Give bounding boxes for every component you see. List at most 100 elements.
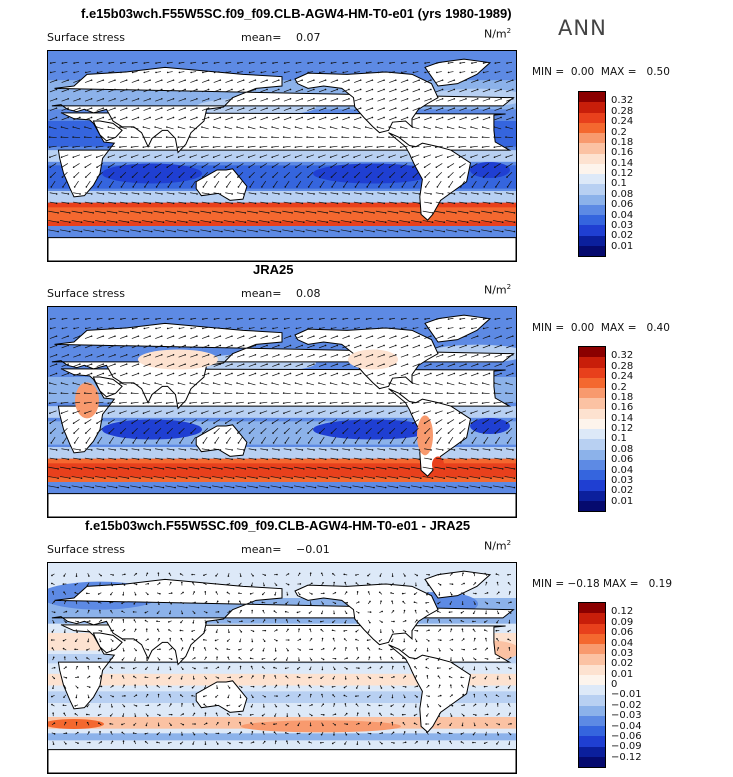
- wind-vector: [272, 171, 279, 178]
- wind-vector-head: [98, 705, 101, 708]
- wind-vector: [506, 410, 513, 414]
- wind-vector-head: [259, 146, 262, 148]
- wind-vector: [84, 335, 92, 339]
- wind-vector-head: [418, 449, 421, 451]
- wind-vector: [144, 327, 150, 329]
- wind-vector: [481, 485, 492, 488]
- wind-vector-head: [393, 620, 395, 623]
- wind-vector-head: [356, 647, 358, 649]
- wind-vector: [141, 220, 152, 223]
- wind-vector-head: [144, 740, 147, 743]
- wind-vector: [481, 210, 492, 214]
- wind-vector: [131, 201, 139, 204]
- wind-vector: [155, 419, 162, 424]
- wind-vector-head: [226, 648, 229, 650]
- wind-vector-head: [399, 392, 402, 394]
- wind-vector-head: [346, 668, 348, 670]
- wind-vector-head: [295, 422, 297, 424]
- wind-vector: [422, 210, 433, 214]
- wind-vector-head: [318, 382, 320, 384]
- wind-vector: [293, 220, 304, 223]
- wind-vector-head: [61, 71, 64, 74]
- wind-vector-head: [126, 202, 128, 205]
- wind-vector: [73, 457, 81, 460]
- wind-vector: [236, 410, 244, 414]
- wind-vector-head: [221, 230, 223, 233]
- wind-vector: [459, 79, 467, 83]
- wind-vector-head: [137, 344, 140, 347]
- wind-vector-head: [406, 107, 409, 109]
- wind-vector-head: [259, 382, 262, 384]
- wind-vector-head: [97, 186, 99, 188]
- wind-vector-head: [373, 477, 375, 480]
- wind-vector-head: [334, 724, 337, 726]
- wind-vector-head: [242, 335, 245, 337]
- wind-vector: [365, 354, 373, 358]
- wind-vector: [424, 145, 432, 148]
- wind-vector: [448, 180, 454, 188]
- wind-vector-head: [505, 156, 508, 158]
- wind-vector-head: [50, 186, 53, 188]
- wind-vector: [106, 229, 117, 232]
- wind-vector: [143, 457, 151, 460]
- wind-vector: [61, 89, 69, 93]
- wind-vector: [260, 354, 268, 358]
- wind-vector: [201, 79, 209, 83]
- wind-vector-head: [393, 676, 395, 678]
- wind-vector-head: [299, 694, 301, 696]
- colorbar-segment: [579, 112, 605, 123]
- wind-vector: [108, 126, 116, 130]
- wind-vector-head: [178, 62, 181, 64]
- wind-vector-head: [365, 62, 368, 64]
- wind-vector: [132, 61, 138, 64]
- wind-vector-head: [115, 486, 118, 489]
- wind-vector: [425, 436, 430, 444]
- wind-vector: [59, 476, 70, 479]
- wind-vector-head: [72, 126, 75, 128]
- wind-vector-head: [49, 327, 52, 330]
- wind-vector: [283, 79, 291, 83]
- wind-vector-head: [119, 402, 121, 404]
- wind-vector-head: [438, 619, 440, 621]
- wind-vector-head: [330, 176, 333, 178]
- wind-vector-head: [154, 392, 156, 394]
- wind-vector: [272, 327, 279, 329]
- panel-3-minmax: MIN = −0.18 MAX = 0.19: [532, 578, 673, 590]
- wind-vector: [238, 436, 243, 444]
- wind-vector: [353, 382, 361, 386]
- wind-vector-head: [455, 221, 457, 224]
- wind-vector: [249, 436, 255, 444]
- wind-vector-head: [236, 146, 238, 148]
- wind-vector-head: [334, 647, 336, 649]
- wind-vector-head: [283, 412, 285, 414]
- wind-vector-head: [406, 354, 409, 356]
- wind-vector-head: [303, 477, 305, 480]
- wind-vector: [378, 171, 384, 178]
- wind-vector-head: [334, 713, 337, 715]
- wind-vector-head: [73, 186, 76, 188]
- colorbar-segment: [579, 685, 605, 696]
- wind-vector-head: [411, 146, 414, 148]
- wind-vector: [248, 448, 256, 451]
- wind-vector-head: [453, 363, 456, 365]
- wind-vector-head: [219, 344, 222, 347]
- wind-vector-head: [299, 583, 302, 585]
- wind-vector-head: [209, 486, 212, 489]
- wind-vector-head: [238, 705, 241, 708]
- wind-vector-head: [203, 638, 205, 641]
- wind-vector: [119, 354, 127, 358]
- wind-vector-head: [296, 442, 298, 444]
- colorbar-segment: [579, 398, 605, 409]
- wind-vector: [366, 61, 372, 64]
- wind-vector: [389, 419, 396, 424]
- wind-vector-head: [465, 202, 467, 205]
- wind-vector-head: [313, 88, 315, 91]
- wind-vector: [166, 79, 174, 83]
- wind-vector-head: [313, 202, 315, 205]
- wind-vector-head: [283, 62, 286, 64]
- wind-vector: [121, 180, 126, 188]
- wind-vector-head: [349, 230, 352, 233]
- wind-vector-head: [271, 126, 273, 128]
- colorbar-tick-label: 0.12: [611, 168, 634, 179]
- wind-vector-head: [61, 432, 64, 434]
